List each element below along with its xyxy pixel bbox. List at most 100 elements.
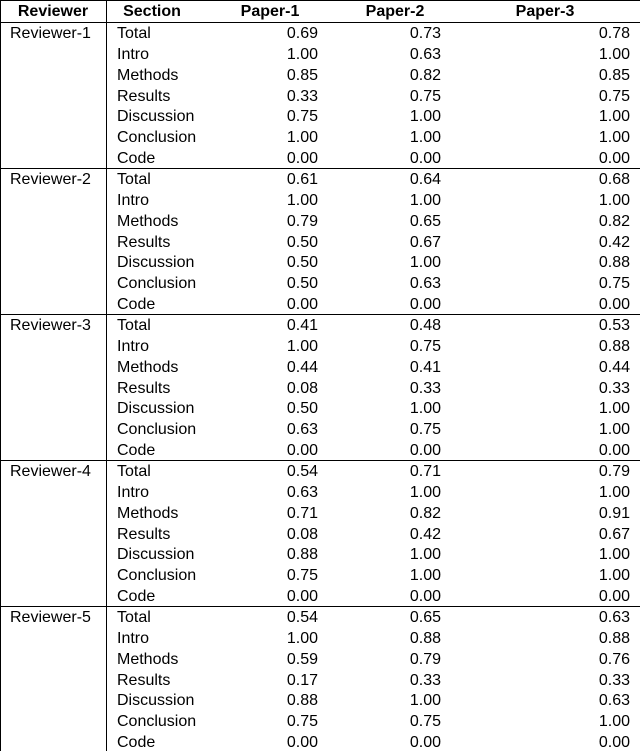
score-cell: 1.00 [409,108,441,126]
score-cell: 0.82 [409,504,441,522]
section-cell: Conclusion [117,275,197,293]
section-cell: Results [117,379,171,397]
score-cell: 0.75 [286,567,318,585]
score-cell: 0.64 [409,171,441,188]
score-cell: 0.65 [409,609,441,626]
score-cell: 0.48 [409,317,441,334]
score-cell: 0.00 [286,442,318,460]
score-cell: 0.88 [286,692,318,710]
score-cell: 0.75 [409,87,441,105]
section-cell: Methods [117,358,179,376]
score-cell: 0.44 [286,358,318,376]
score-cell: 0.63 [409,45,441,63]
score-cell: 1.00 [598,129,630,147]
section-cell: Code [117,588,156,606]
reviewer-cell: Reviewer-1 [10,25,91,42]
score-cell: 0.85 [286,66,318,84]
score-cell: 1.00 [598,45,630,63]
top-border [0,0,640,1]
score-cell: 1.00 [286,129,318,147]
section-cell: Total [117,317,151,334]
score-cell: 0.68 [598,171,630,188]
section-cell: Code [117,442,156,460]
score-cell: 0.63 [598,609,630,626]
score-cell: 1.00 [598,546,630,564]
score-cell: 0.00 [598,150,630,168]
score-cell: 0.33 [409,379,441,397]
header-cell: Paper-2 [365,3,425,20]
section-cell: Discussion [117,254,195,272]
score-cell: 0.33 [598,379,630,397]
score-cell: 1.00 [598,400,630,418]
score-cell: 1.00 [409,191,441,209]
group-divider [0,460,640,461]
section-cell: Intro [117,337,150,355]
score-cell: 0.33 [409,671,441,689]
section-cell: Discussion [117,400,195,418]
score-cell: 1.00 [286,45,318,63]
score-cell: 0.00 [598,296,630,314]
score-cell: 0.00 [409,150,441,168]
score-cell: 0.67 [409,233,441,251]
score-cell: 0.65 [409,212,441,230]
score-cell: 0.75 [286,108,318,126]
score-cell: 0.75 [598,275,630,293]
score-cell: 0.79 [286,212,318,230]
section-cell: Intro [117,629,150,647]
score-cell: 0.69 [286,25,318,42]
score-cell: 0.00 [286,734,318,751]
score-cell: 0.00 [409,588,441,606]
score-cell: 0.17 [286,671,318,689]
header-cell: Reviewer [17,3,89,20]
score-cell: 1.00 [598,191,630,209]
score-cell: 0.50 [286,275,318,293]
reviewer-cell: Reviewer-5 [10,609,91,626]
score-cell: 1.00 [286,629,318,647]
score-cell: 0.08 [286,525,318,543]
score-cell: 0.82 [409,66,441,84]
section-cell: Conclusion [117,713,197,731]
section-cell: Intro [117,45,150,63]
reviewer-cell: Reviewer-2 [10,171,91,188]
score-cell: 0.00 [598,588,630,606]
score-cell: 0.75 [409,421,441,439]
section-cell: Discussion [117,546,195,564]
score-cell: 0.50 [286,254,318,272]
score-cell: 0.54 [286,609,318,626]
score-cell: 0.88 [598,337,630,355]
score-cell: 0.00 [409,296,441,314]
section-cell: Intro [117,483,150,501]
score-cell: 0.63 [286,483,318,501]
section-cell: Methods [117,504,179,522]
section-cell: Conclusion [117,421,197,439]
score-cell: 1.00 [409,400,441,418]
score-cell: 0.85 [598,66,630,84]
section-cell: Total [117,25,151,42]
score-cell: 1.00 [409,567,441,585]
score-cell: 0.53 [598,317,630,334]
score-cell: 0.63 [598,692,630,710]
score-cell: 0.76 [598,650,630,668]
group-divider [0,314,640,315]
header-cell: Paper-1 [240,3,300,20]
score-cell: 0.88 [286,546,318,564]
score-cell: 0.71 [409,463,441,480]
score-cell: 0.59 [286,650,318,668]
score-cell: 0.00 [409,442,441,460]
section-cell: Conclusion [117,567,197,585]
section-cell: Results [117,233,171,251]
score-cell: 0.75 [598,87,630,105]
score-cell: 1.00 [409,546,441,564]
section-cell: Discussion [117,692,195,710]
score-cell: 0.91 [598,504,630,522]
header-cell: Section [123,3,181,20]
section-cell: Code [117,734,156,751]
score-cell: 0.00 [286,588,318,606]
score-cell: 1.00 [598,108,630,126]
score-cell: 0.42 [409,525,441,543]
score-cell: 0.41 [286,317,318,334]
score-cell: 0.08 [286,379,318,397]
group-divider [0,606,640,607]
section-cell: Total [117,609,151,626]
